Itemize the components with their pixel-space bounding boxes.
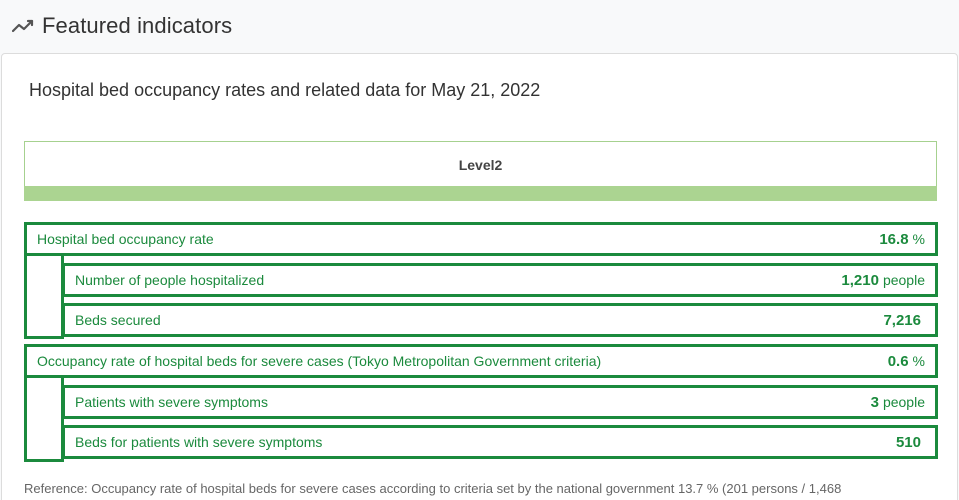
indicator-card: Hospital bed occupancy rates and related… <box>1 53 958 500</box>
indicator-value: 16.8 <box>879 230 909 248</box>
card-title: Hospital bed occupancy rates and related… <box>29 80 541 100</box>
indicator-unit: people <box>882 271 925 288</box>
indicator-row-occupancy-rate: Hospital bed occupancy rate 16.8% <box>24 222 938 256</box>
indicator-label: Beds secured <box>75 312 161 328</box>
indicator-row-severe-occupancy-rate: Occupancy rate of hospital beds for seve… <box>24 344 938 378</box>
indicator-row-hospitalized: Number of people hospitalized 1,210 peopl… <box>62 263 938 297</box>
indicator-label: Occupancy rate of hospital beds for seve… <box>37 353 602 369</box>
indicator-value: 3 <box>870 393 879 411</box>
section-title: Featured indicators <box>42 13 233 38</box>
reference-footnote: Reference: Occupancy rate of hospital be… <box>24 481 842 496</box>
indicator-label: Patients with severe symptoms <box>75 394 268 410</box>
level-label: Level2 <box>458 156 503 173</box>
indicator-row-severe-beds: Beds for patients with severe symptoms 5… <box>62 425 938 459</box>
indicator-value: 510 <box>895 433 921 451</box>
indicator-label: Hospital bed occupancy rate <box>37 231 214 247</box>
section-header: Featured indicators <box>0 0 959 52</box>
indicator-label: Number of people hospitalized <box>75 272 265 288</box>
indicator-row-beds-secured: Beds secured 7,216 <box>62 303 938 337</box>
indicator-value: 7,216 <box>883 311 921 329</box>
indicator-value: 0.6 <box>887 352 909 370</box>
trend-line-icon <box>11 18 36 34</box>
indicator-unit: % <box>912 230 925 247</box>
level-box: Level2 <box>24 141 937 201</box>
indicator-unit: % <box>912 352 925 369</box>
indicator-value: 1,210 <box>841 271 879 289</box>
level-bar <box>24 186 937 201</box>
indicator-unit: people <box>882 393 925 410</box>
indicator-row-severe-patients: Patients with severe symptoms 3 people <box>62 385 938 419</box>
indicator-label: Beds for patients with severe symptoms <box>75 434 323 450</box>
